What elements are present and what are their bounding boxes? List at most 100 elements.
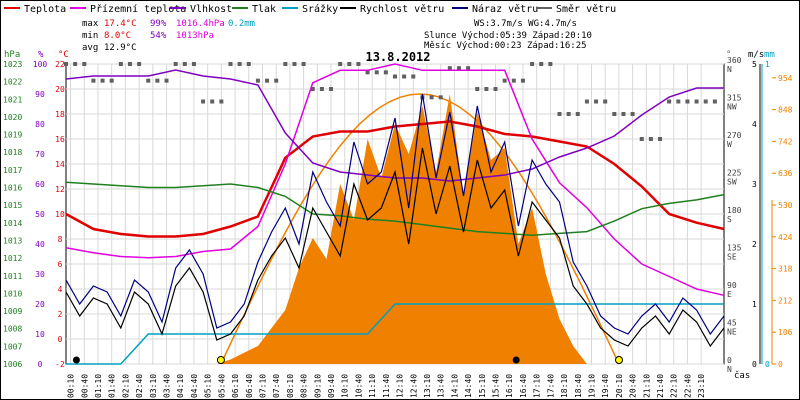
x-tick-label: 13:10 xyxy=(423,374,432,398)
pressure-tick-label: 1016 xyxy=(3,184,22,193)
wind-direction-dot xyxy=(584,99,589,104)
wind-axis-title: m/s xyxy=(748,50,764,60)
sunset-marker xyxy=(614,356,623,364)
x-tick-label: 08:10 xyxy=(286,374,295,398)
stat-max-humidity: 99% xyxy=(150,19,167,29)
x-tick-label: 17:10 xyxy=(533,374,542,398)
direction-tick-compass: N xyxy=(727,365,732,374)
wind-direction-dot xyxy=(274,78,279,83)
wind-direction-dot xyxy=(612,112,617,116)
wind-direction-dot xyxy=(329,87,334,91)
series-line-rychlost-v-tru xyxy=(65,147,725,348)
pressure-tick-label: 1020 xyxy=(3,113,22,122)
legend-label-wind-gust: Náraz větru xyxy=(472,3,538,15)
solar-tick-label: 954 xyxy=(778,74,793,83)
wind-direction-dot xyxy=(374,70,379,75)
wind-direction-dot xyxy=(210,99,215,104)
direction-tick-compass: S xyxy=(727,215,732,224)
rain-axis-title: mm xyxy=(764,50,775,60)
humidity-axis-title: % xyxy=(38,50,44,60)
wind-direction-dot xyxy=(283,62,288,66)
x-tick-label: 09:40 xyxy=(327,374,336,398)
wind-direction-dot xyxy=(237,62,242,66)
direction-tick-compass: SW xyxy=(727,178,737,187)
direction-tick-label: 45 xyxy=(727,319,737,328)
x-axis-title: čas xyxy=(734,370,750,381)
solar-tick-label: 530 xyxy=(778,201,793,210)
humidity-tick-label: 20 xyxy=(35,300,45,309)
wind-direction-dot xyxy=(155,78,160,83)
temperature-tick-label: -2 xyxy=(55,360,65,369)
rain-tick-label: 0 xyxy=(765,360,770,369)
wind-direction-dot xyxy=(502,78,507,83)
x-tick-label: 16:10 xyxy=(505,374,514,398)
wind-direction-dot xyxy=(411,74,416,79)
wind-direction-dot xyxy=(520,78,525,83)
direction-tick-label: 360 xyxy=(727,56,742,65)
stats-block: max 17.4°C 99% 1016.4hPa 0.2mm min 8.0°C… xyxy=(82,19,255,53)
pressure-axis-title: hPa xyxy=(4,50,20,60)
wind-tick-label: 4 xyxy=(752,120,757,129)
x-tick-label: 08:40 xyxy=(300,374,309,398)
solar-tick-label: 636 xyxy=(778,169,793,178)
series-line-sr-ky xyxy=(66,303,724,365)
legend-label-wind-speed: Rychlost větru xyxy=(360,3,444,15)
direction-tick-compass: W xyxy=(727,140,732,149)
x-tick-label: 07:10 xyxy=(258,374,267,398)
x-tick-label: 11:40 xyxy=(382,374,391,398)
wind-direction-dot xyxy=(228,62,233,66)
wind-direction-dot xyxy=(201,99,206,104)
wind-direction-dot xyxy=(603,99,608,104)
wind-direction-dot xyxy=(511,78,516,83)
legend-label-humidity: Vlhkost xyxy=(190,4,232,15)
series-line-teplota xyxy=(65,120,725,238)
pressure-tick-label: 1014 xyxy=(3,219,22,228)
direction-tick-label: 225 xyxy=(727,169,742,178)
wind-direction-dot xyxy=(438,95,443,100)
direction-tick-compass: NE xyxy=(727,328,737,337)
pressure-tick-label: 1022 xyxy=(3,78,22,87)
stat-min-label: min xyxy=(82,31,98,41)
temperature-tick-label: 4 xyxy=(58,285,63,294)
wind-tick-label: 1 xyxy=(752,300,757,309)
wind-direction-dot xyxy=(118,62,123,66)
wind-direction-dot xyxy=(466,66,471,71)
wind-direction-dot xyxy=(365,70,370,75)
x-tick-label: 03:40 xyxy=(163,374,172,398)
wind-direction-dot xyxy=(246,62,251,66)
x-tick-label: 07:40 xyxy=(272,374,281,398)
pressure-tick-label: 1023 xyxy=(3,60,22,69)
wind-direction-dot xyxy=(265,78,270,83)
wind-direction-dot xyxy=(109,78,114,83)
wind-tick-label: 0 xyxy=(752,360,757,369)
x-tick-label: 11:10 xyxy=(368,374,377,398)
wind-tick-label: 2 xyxy=(752,240,757,249)
wind-direction-dot xyxy=(484,87,489,91)
x-tick-label: 00:10 xyxy=(67,374,76,398)
x-tick-label: 19:40 xyxy=(601,374,610,398)
moonrise-marker xyxy=(72,356,80,364)
direction-tick-label: 135 xyxy=(727,244,742,253)
series-line-p-zemn-teplota xyxy=(65,63,725,297)
x-tick-label: 15:10 xyxy=(478,374,487,398)
x-tick-label: 14:10 xyxy=(450,374,459,398)
pressure-tick-label: 1010 xyxy=(3,289,22,298)
chart-marks xyxy=(64,62,725,365)
solar-tick-label: 106 xyxy=(778,328,793,337)
wind-direction-dot xyxy=(694,99,699,104)
humidity-tick-label: 70 xyxy=(35,150,45,159)
moonset-marker xyxy=(512,356,520,364)
x-tick-label: 21:40 xyxy=(656,374,665,398)
wind-direction-dot xyxy=(255,78,260,83)
pressure-tick-label: 1006 xyxy=(3,360,22,369)
x-tick-label: 22:40 xyxy=(683,374,692,398)
series-line-n-raz-v-tru xyxy=(65,93,725,336)
wind-direction-dot xyxy=(82,62,87,66)
wind-direction-dot xyxy=(447,66,452,71)
temperature-tick-label: 10 xyxy=(55,210,65,219)
direction-axis-title: ° xyxy=(726,50,731,60)
x-tick-label: 19:10 xyxy=(587,374,596,398)
solar-tick-label: 0 xyxy=(778,360,783,369)
solar-tick-label: 424 xyxy=(778,233,793,242)
wind-direction-dot xyxy=(456,66,461,71)
